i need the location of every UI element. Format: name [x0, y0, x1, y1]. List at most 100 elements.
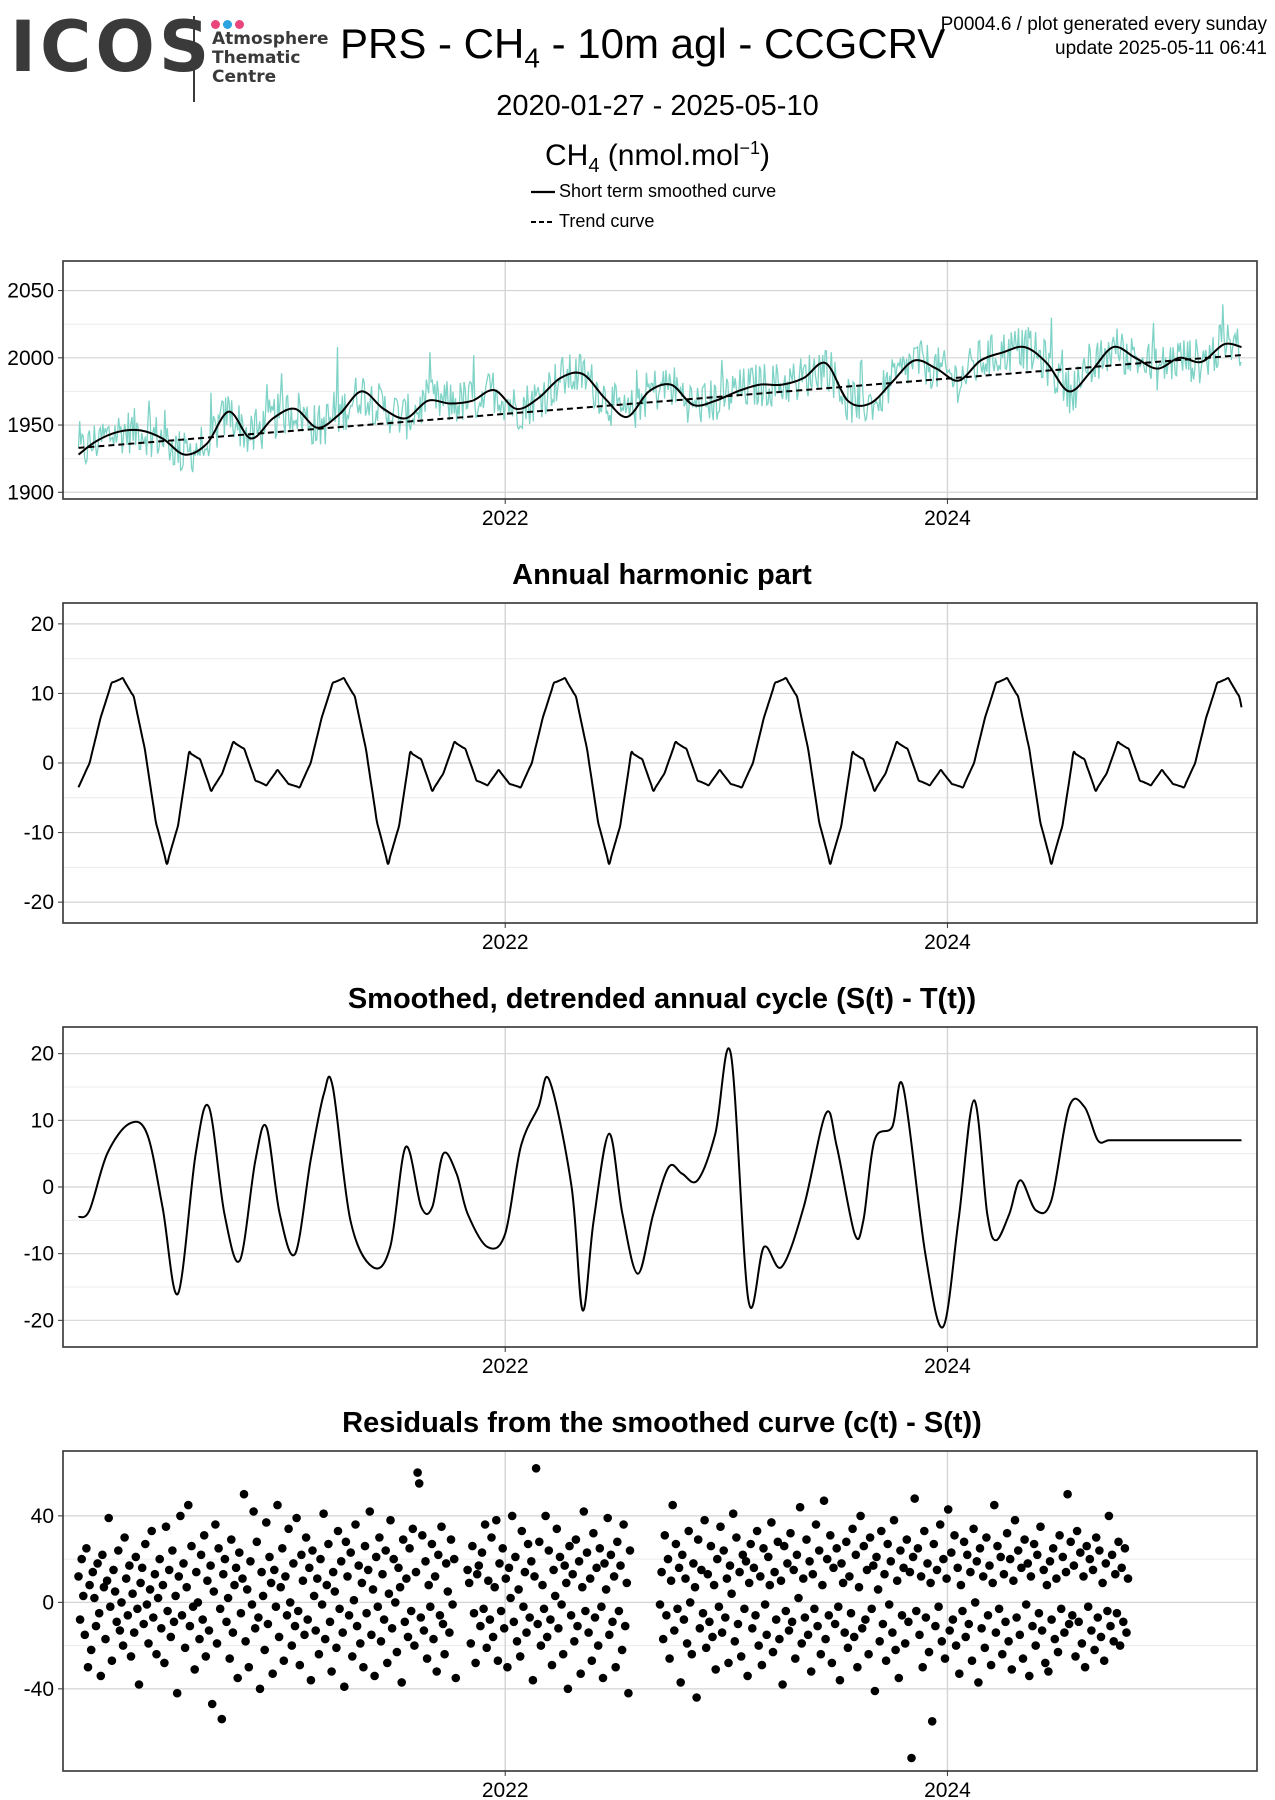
residual-point: [336, 1557, 346, 1566]
residual-point: [988, 1578, 997, 1588]
smoothed-curve-line: [77, 1047, 1242, 1329]
residual-point: [104, 1513, 113, 1523]
unit-label-superscript: −1: [739, 138, 761, 158]
y-tick-label: 0: [42, 1591, 54, 1614]
residual-point: [295, 1660, 305, 1670]
residual-point: [977, 1624, 986, 1633]
residual-point: [1103, 1606, 1112, 1616]
legend-item-smoothed: Short term smoothed curve: [530, 181, 776, 202]
residual-point: [352, 1621, 362, 1631]
residual-point: [990, 1500, 999, 1510]
residual-point: [716, 1522, 725, 1531]
residual-point: [932, 1565, 942, 1575]
logo-line-2: Thematic: [212, 48, 301, 68]
residual-point: [706, 1541, 716, 1551]
residual-point: [265, 1552, 274, 1562]
residual-point: [982, 1533, 991, 1542]
residual-point: [503, 1662, 512, 1672]
residual-point: [474, 1561, 484, 1570]
y-tick-label: 1900: [7, 481, 54, 504]
residual-point: [466, 1639, 476, 1648]
residual-point: [743, 1671, 752, 1681]
residual-point: [212, 1639, 222, 1648]
residual-point: [752, 1526, 762, 1536]
residual-point: [902, 1535, 912, 1544]
residual-point: [258, 1591, 268, 1601]
y-tick-label: 2050: [7, 280, 54, 303]
residual-point: [528, 1675, 538, 1685]
residual-point: [149, 1613, 158, 1622]
residual-point: [530, 1572, 539, 1581]
residual-point: [963, 1550, 972, 1560]
residual-point: [934, 1602, 943, 1611]
residual-point: [1087, 1626, 1096, 1635]
residual-point: [910, 1494, 919, 1503]
residual-point: [117, 1598, 126, 1607]
residual-point: [896, 1546, 905, 1555]
residual-point: [662, 1611, 671, 1620]
residual-point: [340, 1682, 349, 1691]
residual-point: [136, 1578, 145, 1588]
residual-point: [1047, 1615, 1056, 1624]
residual-point: [109, 1565, 118, 1575]
residual-point: [991, 1628, 1001, 1637]
x-tick-label: 2024: [924, 1779, 971, 1800]
residual-point: [182, 1582, 191, 1592]
residual-point: [843, 1643, 853, 1653]
residual-point: [768, 1647, 778, 1657]
residual-point: [877, 1526, 886, 1536]
residual-point: [422, 1654, 432, 1663]
residual-point: [1044, 1667, 1053, 1676]
residual-point: [485, 1615, 495, 1624]
residual-point: [152, 1649, 161, 1659]
residual-point: [875, 1637, 884, 1646]
residual-point: [740, 1604, 749, 1614]
residual-point: [322, 1580, 332, 1590]
residual-point: [811, 1520, 821, 1529]
residual-point: [822, 1554, 832, 1564]
residual-point: [180, 1643, 190, 1653]
residual-point: [1005, 1554, 1015, 1564]
residual-point: [1050, 1634, 1060, 1644]
residual-point: [700, 1515, 709, 1525]
residual-point: [1111, 1569, 1120, 1579]
residual-point: [862, 1565, 872, 1575]
residual-point: [121, 1574, 131, 1583]
residual-point: [929, 1539, 939, 1549]
residual-point: [362, 1608, 371, 1618]
residual-point: [835, 1675, 845, 1685]
residual-point: [279, 1656, 289, 1665]
plot-info: P0004.6 / plot generated every sunday up…: [941, 13, 1267, 61]
residual-point: [1028, 1621, 1037, 1631]
logo-dot-1: [211, 20, 220, 29]
residual-point: [779, 1541, 789, 1551]
residual-point: [1020, 1535, 1029, 1544]
residual-point: [787, 1617, 797, 1627]
residual-point: [915, 1630, 924, 1640]
residual-point: [278, 1544, 287, 1553]
residual-point: [786, 1528, 795, 1538]
residual-point: [354, 1561, 364, 1570]
residual-point: [356, 1639, 365, 1648]
residual-point: [892, 1576, 902, 1585]
residual-point: [939, 1554, 948, 1564]
residual-point: [293, 1606, 303, 1616]
residual-point: [273, 1500, 282, 1510]
y-tick-label: 2000: [7, 347, 54, 370]
residual-point: [754, 1641, 763, 1650]
residual-point: [177, 1611, 187, 1620]
residual-point: [378, 1569, 387, 1579]
residual-point: [549, 1565, 558, 1575]
residual-point: [708, 1632, 717, 1642]
residual-point: [391, 1598, 400, 1607]
residual-point: [187, 1541, 196, 1551]
residual-point: [77, 1554, 86, 1564]
residual-point: [195, 1634, 204, 1644]
residual-point: [802, 1535, 811, 1544]
residual-point: [142, 1600, 152, 1609]
residual-point: [824, 1611, 834, 1620]
residual-point: [305, 1563, 314, 1573]
residual-point: [568, 1569, 577, 1579]
residual-point: [449, 1554, 459, 1564]
residual-point: [791, 1654, 800, 1663]
